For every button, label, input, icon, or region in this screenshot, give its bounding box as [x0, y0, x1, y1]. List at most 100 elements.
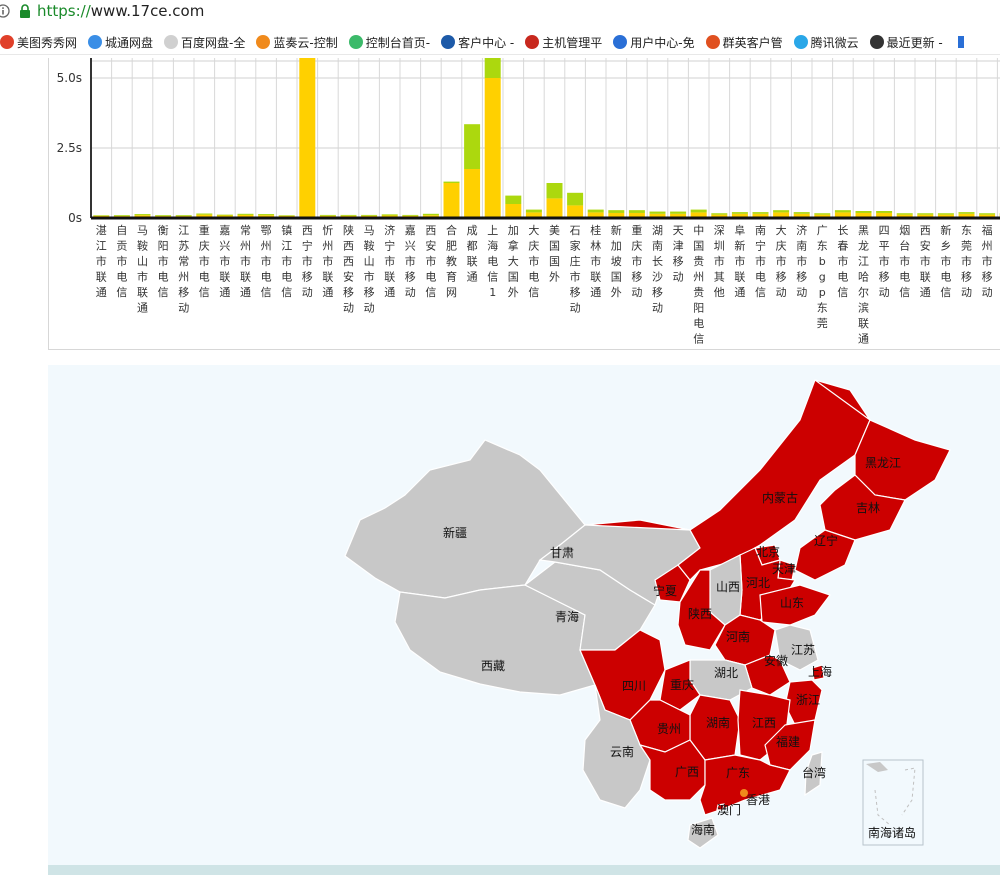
bar-segment[interactable]	[134, 214, 151, 216]
province-辽宁[interactable]	[794, 529, 856, 581]
bar-segment[interactable]	[196, 213, 213, 215]
bar-segment[interactable]	[876, 212, 893, 218]
bar-segment[interactable]	[958, 212, 975, 214]
bar-segment[interactable]	[937, 213, 954, 215]
bar-segment[interactable]	[752, 212, 769, 214]
bar-segment[interactable]	[649, 211, 666, 214]
bar-segment[interactable]	[258, 214, 275, 216]
province-海南[interactable]	[687, 817, 719, 849]
bar-segment[interactable]	[381, 214, 398, 216]
bookmark-item[interactable]: 百度网盘-全	[164, 34, 245, 51]
bar-segment[interactable]	[711, 214, 728, 218]
bar-segment[interactable]	[773, 212, 790, 218]
address-bar[interactable]: https://www.17ce.com	[0, 0, 1000, 26]
bar-segment[interactable]	[896, 213, 913, 215]
bar-segment[interactable]	[525, 209, 542, 213]
site-info-icon[interactable]	[0, 4, 10, 18]
bookmark-item[interactable]: 最近更新 -	[869, 34, 943, 51]
bookmark-overflow-icon[interactable]	[957, 36, 964, 48]
bar-segment[interactable]	[731, 212, 748, 214]
bookmark-item[interactable]: 主机管理平	[525, 34, 602, 51]
bar-segment[interactable]	[814, 213, 831, 215]
bookmark-item[interactable]: 用户中心-免	[613, 34, 695, 51]
bar-segment[interactable]	[855, 211, 872, 213]
bar-segment[interactable]	[690, 209, 707, 213]
bookmark-item[interactable]: 群英客户管	[705, 34, 783, 51]
bar-segment[interactable]	[361, 214, 378, 216]
bar-segment[interactable]	[525, 212, 542, 218]
bar-segment[interactable]	[484, 58, 501, 78]
bar-segment[interactable]	[546, 198, 563, 218]
bar-segment[interactable]	[299, 58, 316, 218]
bar-segment[interactable]	[608, 212, 625, 218]
bar-segment[interactable]	[690, 212, 707, 218]
bookmark-item[interactable]: 控制台首页-	[348, 34, 430, 51]
bar-segment[interactable]	[793, 212, 810, 214]
bar-segment[interactable]	[814, 214, 831, 218]
bar-segment[interactable]	[196, 214, 213, 218]
bar-segment[interactable]	[546, 183, 563, 199]
bar-segment[interactable]	[587, 212, 604, 218]
bar-segment[interactable]	[855, 212, 872, 218]
province-上海[interactable]	[811, 664, 825, 681]
bar-segment[interactable]	[628, 210, 645, 213]
bar-segment[interactable]	[155, 215, 172, 217]
bar-segment[interactable]	[237, 213, 254, 215]
bar-segment[interactable]	[319, 214, 336, 216]
url-text[interactable]: https://www.17ce.com	[37, 2, 204, 20]
province-内蒙古[interactable]	[584, 379, 871, 581]
bar-segment[interactable]	[628, 212, 645, 218]
bar-segment[interactable]	[464, 169, 481, 218]
bar-segment[interactable]	[443, 181, 460, 183]
bookmark-item[interactable]: 客户中心 -	[441, 34, 514, 51]
province-宁夏[interactable]	[654, 564, 691, 603]
bar-segment[interactable]	[917, 214, 934, 218]
bar-segment[interactable]	[567, 192, 584, 206]
bar-segment[interactable]	[484, 78, 501, 218]
province-广东[interactable]	[699, 754, 791, 816]
province-台湾[interactable]	[804, 751, 823, 797]
bookmark-item[interactable]: 腾讯微云	[793, 34, 859, 51]
bar-segment[interactable]	[876, 211, 893, 213]
bar-segment[interactable]	[402, 214, 419, 216]
bookmark-item[interactable]: 蓝奏云-控制	[256, 34, 338, 51]
province-黑龙江[interactable]	[814, 379, 951, 501]
bar-segment[interactable]	[175, 215, 192, 217]
province-香港[interactable]	[740, 789, 748, 797]
bar-segment[interactable]	[505, 195, 522, 204]
bar-segment[interactable]	[422, 213, 439, 216]
bar-segment[interactable]	[278, 215, 295, 216]
bar-segment[interactable]	[443, 183, 460, 218]
bar-segment[interactable]	[587, 209, 604, 213]
bar-segment[interactable]	[505, 204, 522, 218]
province-云南[interactable]	[582, 684, 651, 809]
bar-segment[interactable]	[113, 215, 130, 217]
bar-segment[interactable]	[793, 213, 810, 218]
bar-segment[interactable]	[464, 124, 481, 169]
bar-segment[interactable]	[937, 214, 954, 218]
bar-segment[interactable]	[752, 213, 769, 218]
bar-segment[interactable]	[958, 213, 975, 218]
province-澳门[interactable]	[716, 803, 725, 811]
bar-segment[interactable]	[567, 205, 584, 218]
bar-segment[interactable]	[93, 215, 110, 216]
province-新疆[interactable]	[344, 439, 586, 599]
bookmark-item[interactable]: 城通网盘	[88, 34, 153, 51]
bar-segment[interactable]	[979, 213, 996, 215]
bar-segment[interactable]	[216, 214, 233, 216]
bar-segment[interactable]	[649, 213, 666, 218]
bar-segment[interactable]	[711, 213, 728, 215]
bar-segment[interactable]	[979, 214, 996, 218]
bar-segment[interactable]	[896, 214, 913, 218]
bar-segment[interactable]	[608, 210, 625, 213]
bar-segment[interactable]	[917, 213, 934, 215]
bar-segment[interactable]	[670, 213, 687, 218]
bar-segment[interactable]	[237, 214, 254, 218]
bar-segment[interactable]	[670, 211, 687, 214]
bar-segment[interactable]	[731, 213, 748, 218]
bar-segment[interactable]	[773, 210, 790, 213]
bar-segment[interactable]	[834, 212, 851, 218]
bar-segment[interactable]	[834, 210, 851, 213]
bar-segment[interactable]	[340, 214, 357, 216]
bookmark-item[interactable]: 美图秀秀网	[0, 34, 77, 51]
